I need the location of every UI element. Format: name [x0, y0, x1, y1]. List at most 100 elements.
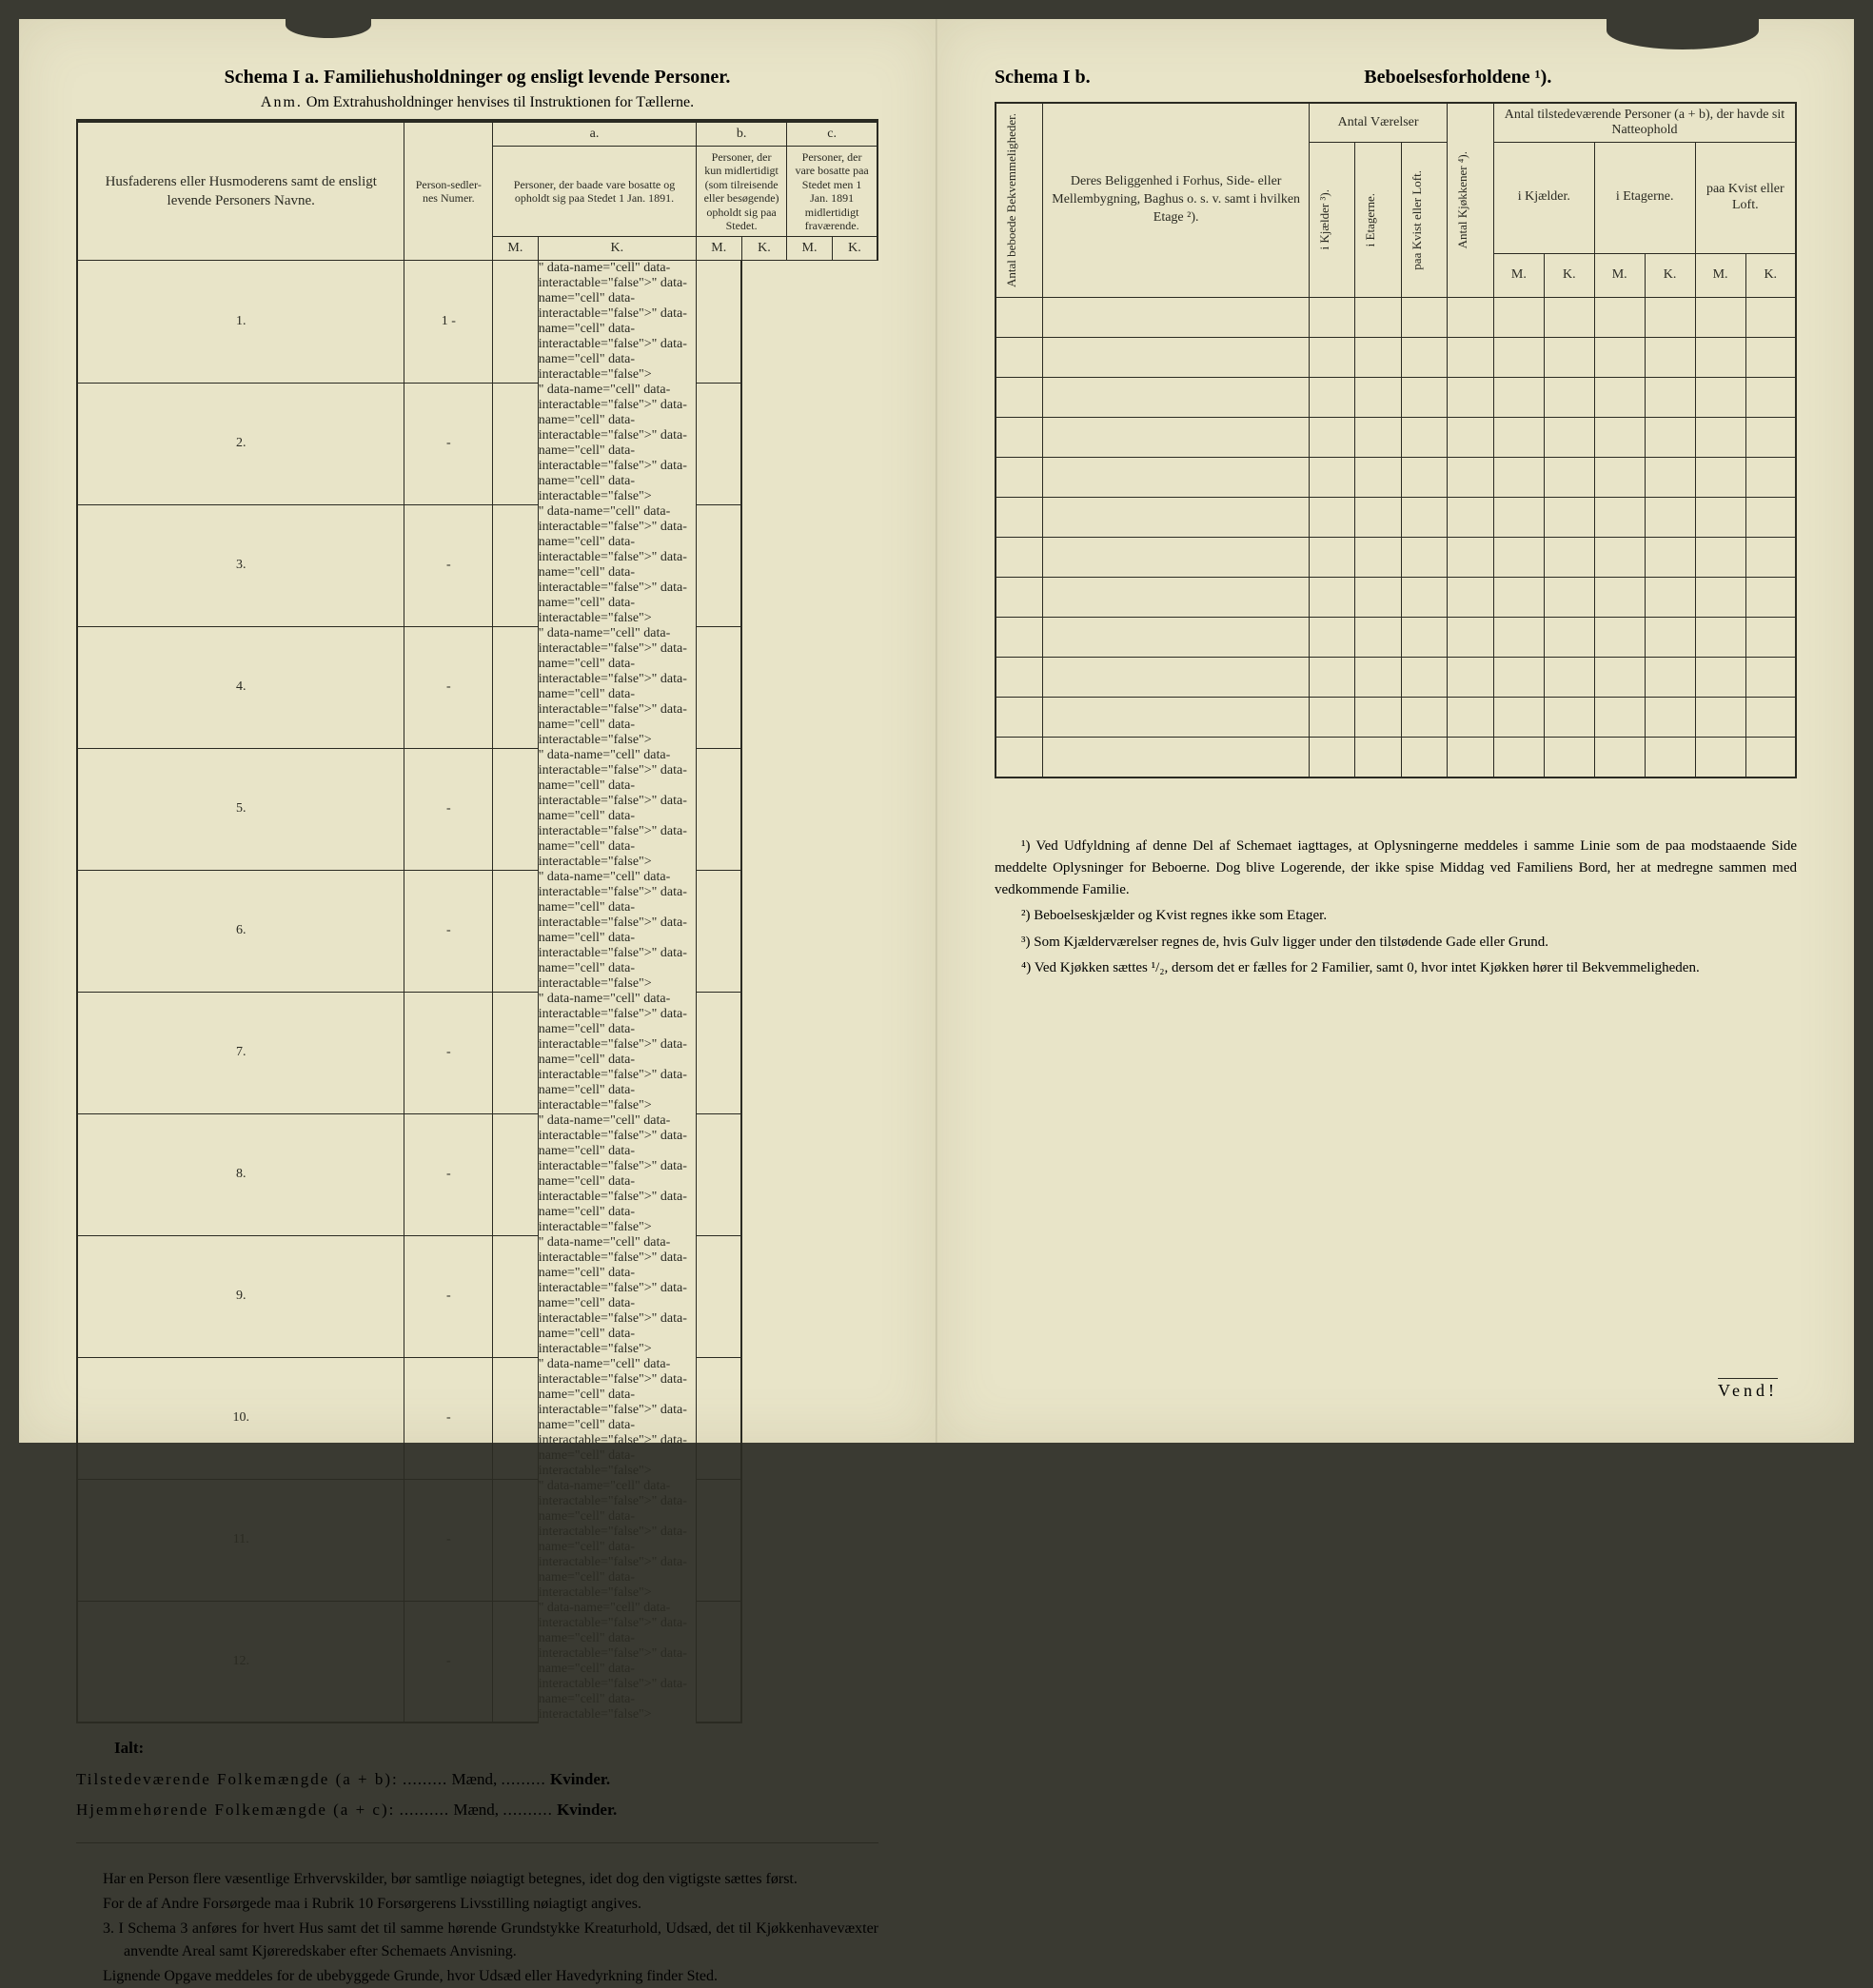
hdr-b-m: M. [696, 237, 741, 261]
cell [1695, 738, 1745, 777]
cell [1448, 738, 1494, 777]
anm-text: Om Extrahusholdninger henvises til Instr… [306, 94, 694, 110]
cell [1355, 738, 1402, 777]
cell [1309, 498, 1355, 538]
cell [1448, 418, 1494, 458]
row-number: 8. [77, 1113, 404, 1235]
footnote-3: ³) Som Kjælderværelser regnes de, hvis G… [995, 932, 1797, 954]
row-number: 11. [77, 1479, 404, 1601]
right-title: Beboelsesforholdene ¹). [1119, 67, 1797, 89]
cell [1309, 578, 1355, 618]
hdr-kjaelder-t: i Kjælder ³). [1315, 184, 1334, 255]
row-numer-col: - [404, 626, 493, 748]
cell [1695, 538, 1745, 578]
hdr-k: K. [1745, 253, 1796, 298]
table-row [996, 698, 1796, 738]
cell [1043, 378, 1309, 418]
table-row: 8.-" data-name="cell" data-interactable=… [77, 1113, 877, 1235]
cell [1355, 538, 1402, 578]
cell [696, 1113, 741, 1235]
cell [1355, 618, 1402, 658]
cell [1594, 538, 1645, 578]
cell [1544, 338, 1594, 378]
row-number: 9. [77, 1235, 404, 1357]
hdr-etager: i Etagerne. [1355, 143, 1402, 298]
hdr-c-text: Personer, der vare bosatte paa Stedet me… [787, 147, 877, 237]
row-number: 12. [77, 1601, 404, 1722]
cell [696, 1357, 741, 1479]
note-p3: 3. I Schema 3 anføres for hvert Hus samt… [76, 1918, 878, 1963]
cell [1695, 498, 1745, 538]
table-row [996, 418, 1796, 458]
cell [1493, 658, 1544, 698]
cell [696, 261, 741, 384]
note-p3-text: I Schema 3 anføres for hvert Hus samt de… [118, 1920, 878, 1959]
hdr-names-text: Husfaderens eller Husmoderens samt de en… [106, 174, 377, 208]
row-numer-col: - [404, 504, 493, 626]
cell [1645, 538, 1695, 578]
cell [1695, 378, 1745, 418]
kvinder: Kvinder. [550, 1770, 610, 1788]
row-number: 6. [77, 870, 404, 992]
hdr-a-k: K. [538, 237, 696, 261]
cell [1745, 298, 1796, 338]
cell [1594, 658, 1645, 698]
table-row [996, 738, 1796, 777]
hdr-vaer: Antal Værelser [1309, 103, 1448, 143]
cell [1043, 298, 1309, 338]
ialt-line1: Tilstedeværende Folkemængde (a + b): ...… [76, 1764, 878, 1795]
cell [1401, 418, 1448, 458]
table-row [996, 498, 1796, 538]
cell [1355, 578, 1402, 618]
cell [996, 698, 1043, 738]
cell [1448, 378, 1494, 418]
cell [493, 504, 539, 626]
left-anm: Anm. Om Extrahusholdninger henvises til … [76, 94, 878, 121]
table-row: 3.-" data-name="cell" data-interactable=… [77, 504, 877, 626]
cell [1493, 738, 1544, 777]
cell [996, 378, 1043, 418]
cell [493, 1479, 539, 1601]
hdr-m: M. [1695, 253, 1745, 298]
cell [1594, 698, 1645, 738]
cell [1544, 378, 1594, 418]
cell [696, 870, 741, 992]
cell [1695, 658, 1745, 698]
cell [493, 383, 539, 504]
table-row: 4.-" data-name="cell" data-interactable=… [77, 626, 877, 748]
hdr-kjaelder: i Kjælder ³). [1309, 143, 1355, 298]
cell [1594, 618, 1645, 658]
cell [1544, 538, 1594, 578]
row-numer-col: - [404, 1479, 493, 1601]
cell [1309, 618, 1355, 658]
footnote-1: ¹) Ved Udfyldning af denne Del af Schema… [995, 836, 1797, 902]
cell [493, 748, 539, 870]
hdr-kjokken: Antal Kjøkkener ⁴). [1448, 103, 1494, 298]
cell [1355, 658, 1402, 698]
row-numer-col: - [404, 383, 493, 504]
table-row [996, 578, 1796, 618]
hdr-etager-t: i Etagerne. [1361, 187, 1380, 252]
cell [1448, 658, 1494, 698]
cell [1645, 298, 1695, 338]
cell [696, 1235, 741, 1357]
cell [1645, 578, 1695, 618]
cell [1745, 698, 1796, 738]
cell [696, 992, 741, 1113]
cell [493, 992, 539, 1113]
hdr-c-m: M. [787, 237, 833, 261]
cell [1309, 738, 1355, 777]
row-number: 5. [77, 748, 404, 870]
cell [1043, 618, 1309, 658]
row-number: 10. [77, 1357, 404, 1479]
ialt-l2a: Hjemmehørende Folkemængde (a + c): [76, 1801, 395, 1819]
hdr-kvist-t: paa Kvist eller Loft. [1408, 165, 1427, 276]
cell [1544, 578, 1594, 618]
cell [1448, 298, 1494, 338]
hdr-c-k: K. [832, 237, 877, 261]
cell [1401, 698, 1448, 738]
cell [1401, 498, 1448, 538]
cell [1043, 578, 1309, 618]
cell [1645, 738, 1695, 777]
cell [1594, 578, 1645, 618]
